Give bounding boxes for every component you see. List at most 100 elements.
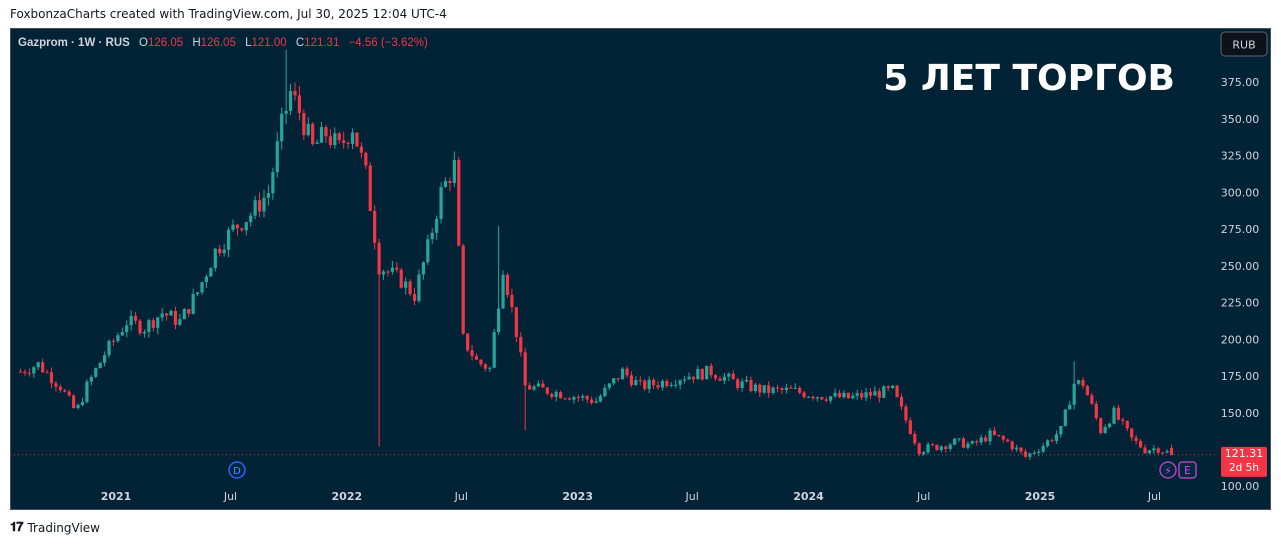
candle-body: [585, 396, 589, 400]
x-tick-label: 2025: [1025, 490, 1056, 503]
candle-body: [435, 218, 439, 233]
candle-body: [979, 437, 983, 443]
candle-body: [195, 292, 200, 295]
candle-body: [173, 310, 178, 325]
candle-body: [550, 393, 554, 397]
candle-body: [324, 127, 328, 137]
candle-body: [532, 386, 536, 390]
candle-body: [833, 392, 837, 397]
candle-body: [705, 365, 709, 380]
candle-body: [426, 239, 430, 263]
svg-text:D: D: [233, 466, 241, 477]
candle-body: [930, 444, 935, 446]
candle-body: [470, 350, 474, 357]
last-price-tag: 121.31 2d 5h: [1221, 446, 1267, 477]
candle-body: [404, 281, 408, 288]
candle-body: [899, 397, 904, 407]
candle-body: [1147, 450, 1152, 454]
news-flash-icon[interactable]: ⚡: [1159, 461, 1177, 479]
candle-body: [497, 308, 501, 332]
candle-body: [922, 452, 926, 455]
candle-body: [1138, 440, 1143, 448]
candle-body: [638, 380, 642, 382]
candle-body: [877, 391, 881, 398]
candle-body: [240, 228, 244, 231]
candle-body: [882, 386, 886, 398]
candle-body: [1010, 441, 1014, 450]
candle-body: [328, 136, 332, 146]
svg-text:121.31: 121.31: [1225, 447, 1264, 460]
candle-body: [271, 172, 275, 194]
candle-body: [603, 387, 607, 397]
candle-body: [1156, 448, 1160, 453]
candle-body: [249, 215, 253, 223]
earnings-marker-icon[interactable]: E: [1178, 461, 1197, 479]
candle-body: [607, 383, 611, 388]
candle-body: [908, 420, 912, 435]
candle-body: [452, 159, 456, 183]
svg-text:E: E: [1184, 465, 1191, 477]
candle-body: [961, 438, 966, 448]
candle-body: [244, 222, 248, 231]
candle-body: [85, 381, 89, 403]
candles-layer: [18, 49, 1174, 460]
y-tick-label: 225.00: [1221, 297, 1260, 310]
candle-body: [386, 271, 390, 273]
candle-body: [820, 397, 824, 400]
candle-body: [559, 392, 563, 399]
candle-body: [762, 385, 766, 393]
candle-body: [1001, 436, 1005, 440]
dividend-marker-icon[interactable]: D: [228, 461, 246, 479]
candle-body: [80, 402, 85, 406]
candle-body: [1112, 407, 1116, 424]
candle-body: [98, 362, 102, 369]
currency-badge[interactable]: RUB: [1220, 31, 1268, 57]
candle-body: [687, 376, 691, 380]
y-tick-label: 150.00: [1221, 407, 1260, 420]
candle-body: [855, 393, 859, 396]
candle-body: [213, 248, 217, 269]
candle-body: [1130, 428, 1134, 438]
candle-body: [355, 132, 359, 147]
candle-body: [1085, 385, 1090, 396]
candle-body: [514, 307, 518, 337]
x-tick-label: Jul: [916, 490, 930, 503]
candle-body: [164, 313, 169, 316]
candle-body: [846, 392, 850, 399]
candle-body: [350, 132, 355, 144]
candle-body: [399, 269, 403, 288]
candle-body: [235, 224, 240, 229]
candle-body: [1045, 440, 1050, 446]
candle-body: [643, 380, 647, 389]
y-tick-label: 175.00: [1221, 370, 1260, 383]
candlestick-chart[interactable]: 100.00 150.00 175.00 200.00 225.00 250.00 275.…: [10, 28, 1271, 510]
candle-body: [1014, 447, 1019, 450]
candle-body: [970, 441, 974, 444]
candle-body: [111, 341, 116, 343]
candle-body: [1116, 407, 1121, 420]
candle-body: [1103, 427, 1107, 434]
candle-body: [1152, 448, 1156, 451]
candle-body: [519, 336, 523, 353]
candle-body: [231, 224, 235, 230]
candle-body: [89, 376, 93, 382]
footer-brand: TradingView: [27, 520, 100, 535]
candle-body: [913, 434, 917, 444]
candle-body: [1090, 395, 1094, 404]
candle-body: [156, 317, 160, 328]
y-tick-label: 350.00: [1221, 113, 1260, 126]
candle-body: [824, 399, 828, 401]
candle-body: [891, 385, 895, 388]
svg-text:2d 5h: 2d 5h: [1229, 462, 1259, 474]
x-tick-label: 2021: [101, 490, 132, 503]
candle-body: [753, 384, 758, 392]
candle-body: [926, 444, 930, 453]
candle-body: [678, 380, 682, 385]
candle-body: [1169, 447, 1174, 455]
candle-body: [975, 441, 979, 443]
candle-body: [620, 368, 625, 380]
x-tick-label: Jul: [1147, 490, 1161, 503]
candle-body: [736, 379, 740, 388]
candle-body: [266, 193, 271, 198]
candle-body: [76, 405, 80, 408]
